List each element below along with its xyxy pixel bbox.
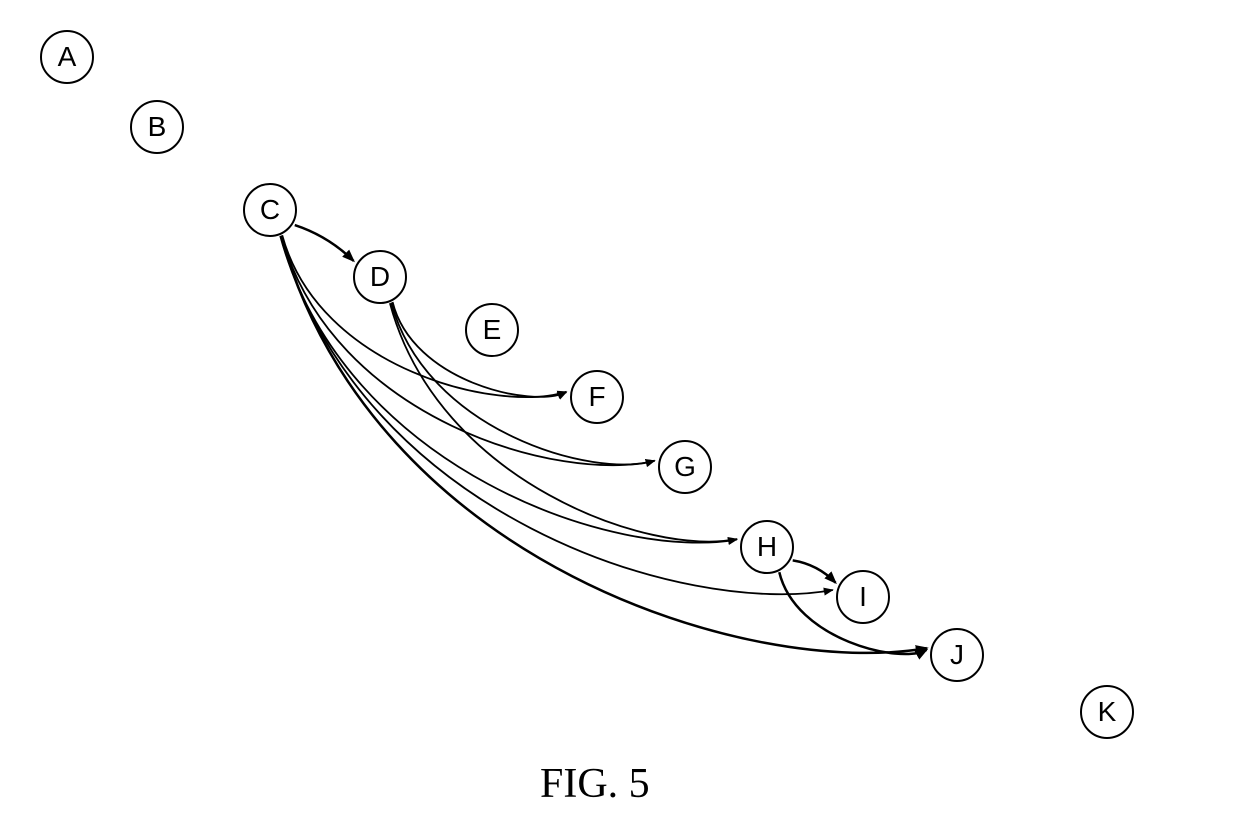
node-label-C: C xyxy=(260,194,280,226)
node-label-D: D xyxy=(370,261,390,293)
node-label-K: K xyxy=(1098,696,1117,728)
node-label-E: E xyxy=(483,314,502,346)
edge-H-I xyxy=(793,560,836,582)
node-H: H xyxy=(740,520,794,574)
node-label-J: J xyxy=(950,639,964,671)
node-J: J xyxy=(930,628,984,682)
edge-C-F xyxy=(282,235,566,397)
figure-caption: FIG. 5 xyxy=(540,760,650,808)
edge-C-G xyxy=(281,236,654,466)
node-label-A: A xyxy=(58,41,77,73)
node-C: C xyxy=(243,183,297,237)
node-label-H: H xyxy=(757,531,777,563)
node-A: A xyxy=(40,30,94,84)
node-B: B xyxy=(130,100,184,154)
node-F: F xyxy=(570,370,624,424)
node-E: E xyxy=(465,303,519,357)
node-K: K xyxy=(1080,685,1134,739)
edge-D-H xyxy=(390,303,737,541)
edge-C-H xyxy=(280,236,737,543)
node-D: D xyxy=(353,250,407,304)
node-I: I xyxy=(836,570,890,624)
node-label-F: F xyxy=(588,381,605,413)
node-label-G: G xyxy=(674,451,696,483)
node-label-B: B xyxy=(148,111,167,143)
node-label-I: I xyxy=(859,581,867,613)
edges-layer xyxy=(0,0,1240,830)
node-G: G xyxy=(658,440,712,494)
edge-C-D xyxy=(295,225,354,261)
